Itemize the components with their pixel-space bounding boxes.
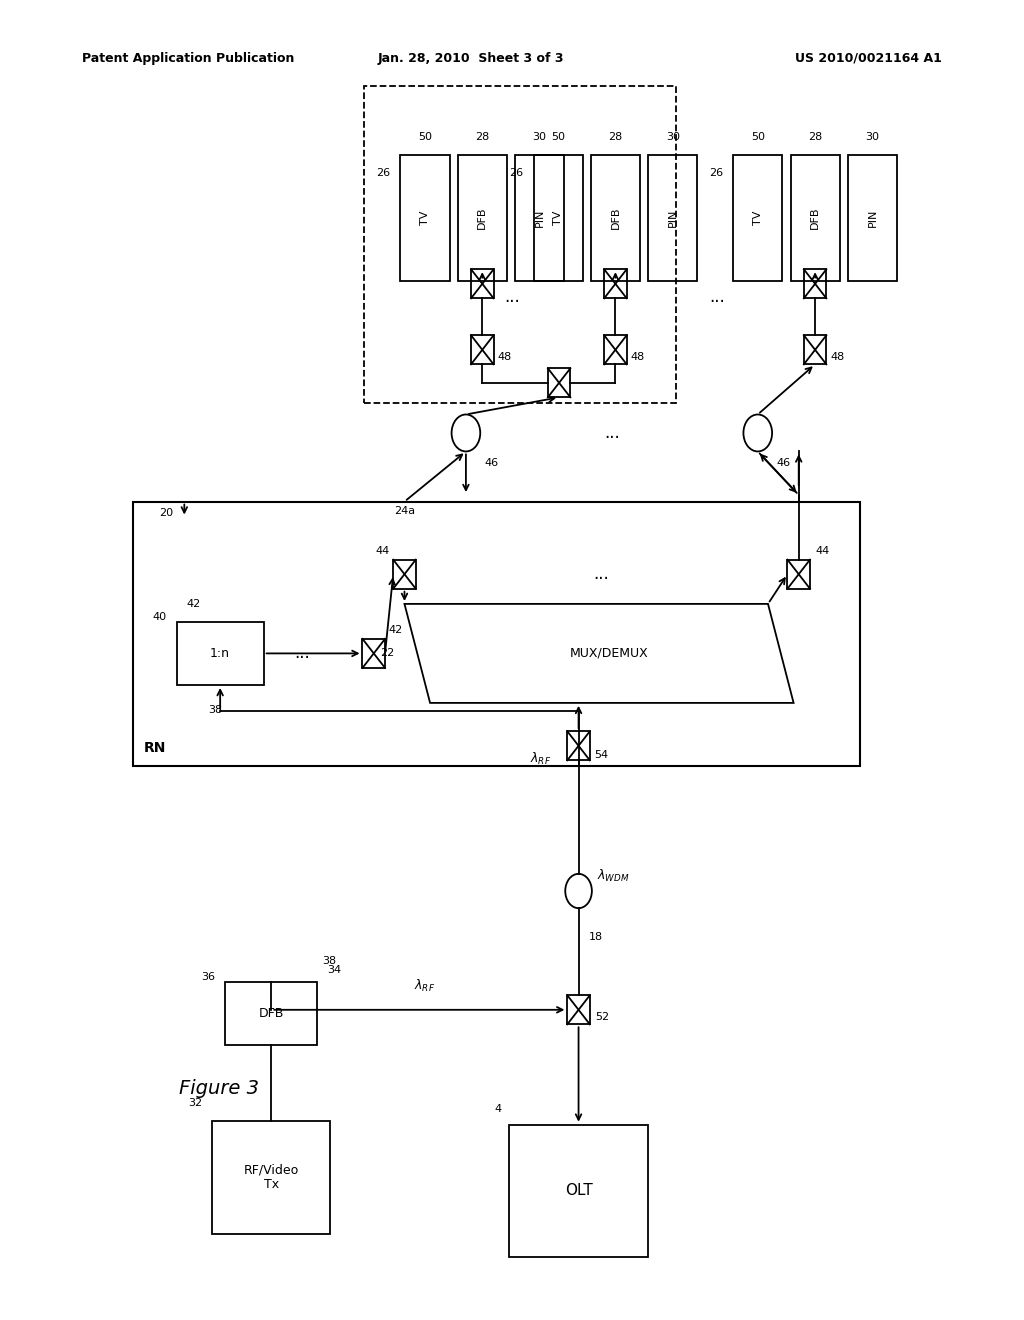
Text: DFB: DFB [610,206,621,230]
Text: 24a: 24a [394,506,415,516]
Text: DFB: DFB [477,206,487,230]
Text: 46: 46 [776,458,791,469]
Text: 42: 42 [186,598,201,609]
Text: 28: 28 [475,132,489,143]
Text: 26: 26 [709,169,723,178]
Bar [733,156,782,281]
Bar [400,156,450,281]
Bar [509,1125,647,1257]
Bar [804,269,826,298]
Text: ...: ... [294,644,310,663]
Text: 48: 48 [830,352,845,363]
Text: 38: 38 [323,956,337,966]
Text: $\lambda_{WDM}$: $\lambda_{WDM}$ [597,869,630,884]
Text: 36: 36 [201,972,215,982]
Text: 46: 46 [484,458,499,469]
Bar [848,156,897,281]
Text: MUX/DEMUX: MUX/DEMUX [570,647,648,660]
Text: 44: 44 [815,545,829,556]
Text: 30: 30 [532,132,547,143]
Bar [471,335,494,364]
Text: 4: 4 [495,1104,501,1114]
Bar [213,1121,330,1233]
Bar [787,560,810,589]
Text: 52: 52 [595,1012,609,1023]
Text: ...: ... [594,565,609,583]
Text: TV: TV [553,211,563,224]
Bar [604,269,627,298]
Text: Patent Application Publication: Patent Application Publication [82,51,294,65]
Text: 26: 26 [376,169,390,178]
Bar [648,156,697,281]
Text: DFB: DFB [810,206,820,230]
Bar [364,86,676,403]
Bar [534,156,583,281]
Text: 38: 38 [208,705,222,715]
Bar [133,502,860,766]
Text: DFB: DFB [259,1007,284,1020]
Text: 20: 20 [159,508,173,519]
Bar [362,639,385,668]
Bar [515,156,564,281]
Text: 48: 48 [631,352,645,363]
Text: 32: 32 [188,1098,203,1109]
Text: 50: 50 [551,132,565,143]
Text: Jan. 28, 2010  Sheet 3 of 3: Jan. 28, 2010 Sheet 3 of 3 [378,51,564,65]
Bar [804,335,826,364]
Text: 28: 28 [808,132,822,143]
Text: 22: 22 [380,648,394,659]
Text: 48: 48 [498,352,512,363]
Text: 40: 40 [153,611,166,622]
Text: TV: TV [753,211,763,224]
Text: $\lambda_{RF}$: $\lambda_{RF}$ [529,751,551,767]
Bar [591,156,640,281]
Text: 18: 18 [589,932,603,942]
Text: PIN: PIN [668,209,678,227]
Text: RF/Video
Tx: RF/Video Tx [244,1163,299,1192]
Bar [176,622,264,685]
Text: RN: RN [143,741,166,755]
Bar [548,368,570,397]
Bar [604,335,627,364]
Text: 30: 30 [865,132,880,143]
Bar [458,156,507,281]
Text: PIN: PIN [867,209,878,227]
Text: ...: ... [604,424,620,442]
Text: TV: TV [420,211,430,224]
Text: ...: ... [504,288,520,306]
Text: 44: 44 [376,545,390,556]
Bar [567,995,590,1024]
Text: 42: 42 [388,624,402,635]
Text: OLT: OLT [564,1183,593,1199]
Text: 28: 28 [608,132,623,143]
Bar [225,982,317,1045]
Text: 50: 50 [418,132,432,143]
Text: $\lambda_{RF}$: $\lambda_{RF}$ [415,978,435,994]
Text: 54: 54 [594,750,608,760]
Text: 34: 34 [328,965,342,975]
Text: Figure 3: Figure 3 [179,1080,259,1098]
Text: 30: 30 [666,132,680,143]
Bar [471,269,494,298]
Text: 50: 50 [751,132,765,143]
Bar [791,156,840,281]
Bar [393,560,416,589]
Text: ...: ... [709,288,725,306]
Bar [567,731,590,760]
Text: US 2010/0021164 A1: US 2010/0021164 A1 [796,51,942,65]
Text: 1:n: 1:n [210,647,230,660]
Text: PIN: PIN [535,209,545,227]
Text: 26: 26 [509,169,523,178]
